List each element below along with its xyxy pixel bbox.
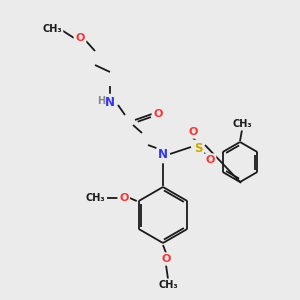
Text: CH₃: CH₃ <box>86 193 106 203</box>
Text: O: O <box>188 127 198 137</box>
Text: H: H <box>97 96 105 106</box>
Text: CH₃: CH₃ <box>232 119 252 129</box>
Text: S: S <box>194 142 202 154</box>
Text: N: N <box>105 95 115 109</box>
Text: O: O <box>75 33 85 43</box>
Text: CH₃: CH₃ <box>158 280 178 290</box>
Text: O: O <box>161 254 171 264</box>
Text: N: N <box>158 148 168 161</box>
Text: O: O <box>205 155 215 165</box>
Text: CH₃: CH₃ <box>42 24 62 34</box>
Text: O: O <box>119 193 128 203</box>
Text: O: O <box>153 109 163 119</box>
